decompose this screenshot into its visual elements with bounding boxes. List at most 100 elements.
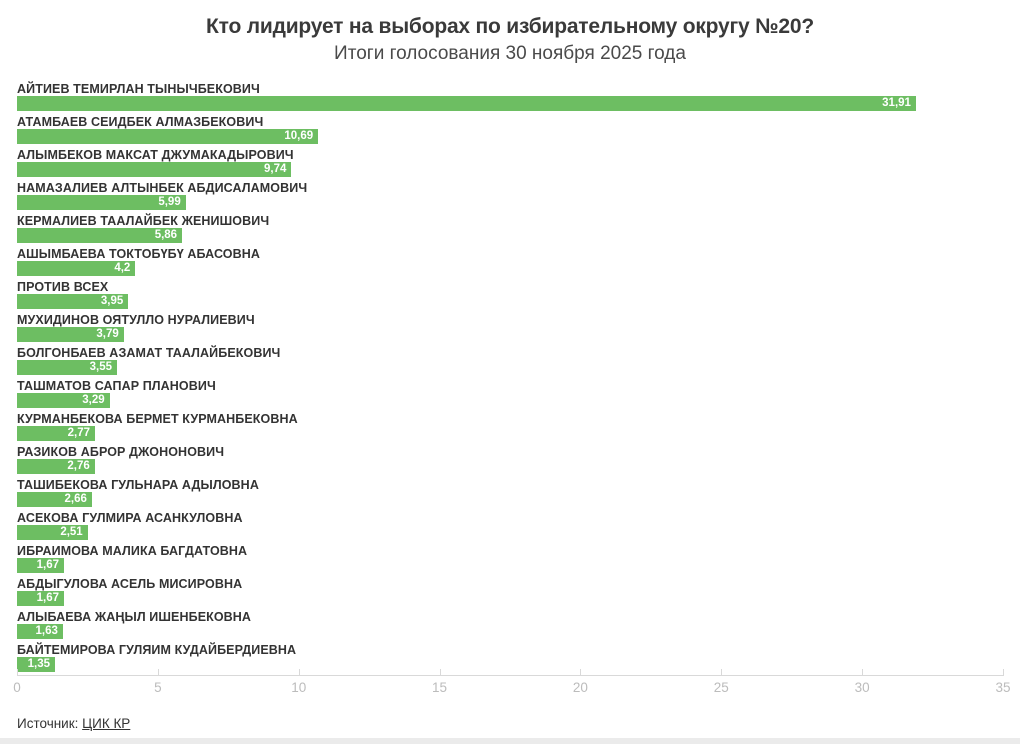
- bar-value-label: 3,29: [82, 394, 105, 406]
- bar-row: АСЕКОВА ГУЛМИРА АСАНКУЛОВНА 2,51: [17, 512, 1003, 540]
- bar-row: АЙТИЕВ ТЕМИРЛАН ТЫНЫЧБЕКОВИЧ 31,91: [17, 83, 1003, 111]
- bar-track: 2,77: [17, 426, 1003, 441]
- bar-value-label: 2,51: [60, 526, 83, 538]
- bar-row: БАЙТЕМИРОВА ГУЛЯИМ КУДАЙБЕРДИЕВНА 1,35: [17, 644, 1003, 672]
- bar-row: АЛЫМБЕКОВ МАКСАТ ДЖУМАКАДЫРОВИЧ 9,74: [17, 149, 1003, 177]
- result-bar[interactable]: 2,51: [17, 525, 88, 540]
- result-bar[interactable]: 5,86: [17, 228, 183, 243]
- result-bar[interactable]: 3,95: [17, 294, 129, 309]
- bar-row: ПРОТИВ ВСЕХ 3,95: [17, 281, 1003, 309]
- result-bar[interactable]: 9,74: [17, 162, 292, 177]
- candidate-name-label: АЛЫБАЕВА ЖАҢЫЛ ИШЕНБЕКОВНА: [17, 610, 252, 624]
- candidate-name-label: КУРМАНБЕКОВА БЕРМЕТ КУРМАНБЕКОВНА: [17, 412, 298, 426]
- candidate-name-label: ТАШИБЕКОВА ГУЛЬНАРА АДЫЛОВНА: [17, 478, 259, 492]
- candidate-name-label: НАМАЗАЛИЕВ АЛТЫНБЕК АБДИСАЛАМОВИЧ: [17, 181, 308, 195]
- axis-tick-mark: [439, 669, 441, 676]
- bottom-strip-divider: [0, 738, 1020, 744]
- result-bar[interactable]: 1,67: [17, 591, 65, 606]
- result-bar[interactable]: 2,66: [17, 492, 92, 507]
- bar-value-label: 9,74: [263, 163, 287, 175]
- axis-tick-mark: [721, 669, 723, 676]
- bar-track: 3,95: [17, 294, 1003, 309]
- bar-track: 3,55: [17, 360, 1003, 375]
- bar-row: АТАМБАЕВ СЕИДБЕК АЛМАЗБЕКОВИЧ 10,69: [17, 116, 1003, 144]
- bar-value-label: 2,76: [67, 460, 90, 472]
- axis-tick-mark: [157, 669, 159, 676]
- bar-value-label: 5,99: [158, 196, 181, 208]
- bar-track: 1,67: [17, 558, 1003, 573]
- candidate-name-label: БОЛГОНБАЕВ АЗАМАТ ТААЛАЙБЕКОВИЧ: [17, 346, 281, 360]
- bar-track: 2,51: [17, 525, 1003, 540]
- result-bar[interactable]: 10,69: [17, 129, 319, 144]
- bar-value-label: 10,69: [284, 130, 314, 142]
- candidate-name-label: АСЕКОВА ГУЛМИРА АСАНКУЛОВНА: [17, 511, 243, 525]
- bar-value-label: 3,79: [96, 328, 119, 340]
- bar-track: 31,91: [17, 96, 1003, 111]
- axis-tick-mark: [862, 669, 864, 676]
- bar-value-label: 5,86: [154, 229, 178, 241]
- axis-tick-label: 20: [572, 680, 588, 695]
- x-axis: 0 5 10 15 20 25 30 35: [13, 669, 1011, 700]
- candidate-name-label: АТАМБАЕВ СЕИДБЕК АЛМАЗБЕКОВИЧ: [17, 115, 264, 129]
- bar-chart: АЙТИЕВ ТЕМИРЛАН ТЫНЫЧБЕКОВИЧ 31,91 АТАМБАЕ…: [17, 83, 1003, 672]
- bar-row: НАМАЗАЛИЕВ АЛТЫНБЕК АБДИСАЛАМОВИЧ 5,99: [17, 182, 1003, 210]
- candidate-name-label: МУХИДИНОВ ОЯТУЛЛО НУРАЛИЕВИЧ: [17, 313, 255, 327]
- bar-row: АЛЫБАЕВА ЖАҢЫЛ ИШЕНБЕКОВНА 1,63: [17, 611, 1003, 639]
- candidate-name-label: АБДЫГУЛОВА АСЕЛЬ МИСИРОВНА: [17, 577, 243, 591]
- bar-row: АБДЫГУЛОВА АСЕЛЬ МИСИРОВНА 1,67: [17, 578, 1003, 606]
- candidate-name-label: АЙТИЕВ ТЕМИРЛАН ТЫНЫЧБЕКОВИЧ: [17, 82, 260, 96]
- bar-track: 5,86: [17, 228, 1003, 243]
- bar-track: 3,29: [17, 393, 1003, 408]
- result-bar[interactable]: 4,2: [17, 261, 136, 276]
- bar-row: МУХИДИНОВ ОЯТУЛЛО НУРАЛИЕВИЧ 3,79: [17, 314, 1003, 342]
- result-bar[interactable]: 1,35: [17, 657, 56, 672]
- bar-track: 2,76: [17, 459, 1003, 474]
- bar-value-label: 3,55: [89, 361, 112, 373]
- bar-value-label: 1,67: [36, 559, 60, 571]
- candidate-name-label: ТАШМАТОВ САПАР ПЛАНОВИЧ: [17, 379, 216, 393]
- result-bar[interactable]: 1,67: [17, 558, 65, 573]
- result-bar[interactable]: 3,79: [17, 327, 124, 342]
- bar-row: РАЗИКОВ АБРОР ДЖОНОНОВИЧ 2,76: [17, 446, 1003, 474]
- bar-value-label: 1,63: [35, 625, 58, 637]
- axis-tick-mark: [1003, 669, 1004, 676]
- axis-tick-label: 25: [713, 680, 729, 695]
- bar-track: 4,2: [17, 261, 1003, 276]
- result-bar[interactable]: 5,99: [17, 195, 186, 210]
- bar-value-label: 4,2: [114, 262, 131, 274]
- bar-track: 1,63: [17, 624, 1003, 639]
- bar-row: ТАШИБЕКОВА ГУЛЬНАРА АДЫЛОВНА 2,66: [17, 479, 1003, 507]
- bar-track: 10,69: [17, 129, 1003, 144]
- axis-tick-label: 5: [154, 680, 162, 695]
- source-footer: Источник: ЦИК КР: [17, 716, 1003, 731]
- bar-track: 2,66: [17, 492, 1003, 507]
- result-bar[interactable]: 1,63: [17, 624, 63, 639]
- chart-title: Кто лидирует на выборах по избирательном…: [206, 15, 814, 38]
- result-bar[interactable]: 2,76: [17, 459, 95, 474]
- bar-row: КУРМАНБЕКОВА БЕРМЕТ КУРМАНБЕКОВНА 2,77: [17, 413, 1003, 441]
- axis-tick-mark: [580, 669, 582, 676]
- axis-tick-label: 30: [854, 680, 870, 695]
- bar-value-label: 31,91: [882, 97, 911, 109]
- candidate-name-label: БАЙТЕМИРОВА ГУЛЯИМ КУДАЙБЕРДИЕВНА: [17, 643, 297, 657]
- axis-tick-mark: [298, 669, 300, 676]
- bar-value-label: 3,95: [100, 295, 124, 307]
- candidate-name-label: АЛЫМБЕКОВ МАКСАТ ДЖУМАКАДЫРОВИЧ: [17, 148, 294, 162]
- result-bar[interactable]: 3,55: [17, 360, 117, 375]
- result-bar[interactable]: 3,29: [17, 393, 110, 408]
- bar-value-label: 2,66: [64, 493, 87, 505]
- source-link[interactable]: ЦИК КР: [82, 716, 131, 731]
- bar-track: 1,35: [17, 657, 1003, 672]
- chart-header: Кто лидирует на выборах по избирательном…: [0, 0, 1020, 67]
- result-bar[interactable]: 2,77: [17, 426, 96, 441]
- result-bar[interactable]: 31,91: [17, 96, 916, 111]
- candidate-name-label: РАЗИКОВ АБРОР ДЖОНОНОВИЧ: [17, 445, 225, 459]
- axis-tick-label: 0: [13, 680, 21, 695]
- candidate-name-label: ИБРАИМОВА МАЛИКА БАГДАТОВНА: [17, 544, 248, 558]
- bar-value-label: 1,35: [27, 658, 51, 670]
- bar-row: АШЫМБАЕВА ТОКТОБҮБҮ АБАСОВНА 4,2: [17, 248, 1003, 276]
- bar-track: 1,67: [17, 591, 1003, 606]
- bar-row: ИБРАИМОВА МАЛИКА БАГДАТОВНА 1,67: [17, 545, 1003, 573]
- bar-track: 9,74: [17, 162, 1003, 177]
